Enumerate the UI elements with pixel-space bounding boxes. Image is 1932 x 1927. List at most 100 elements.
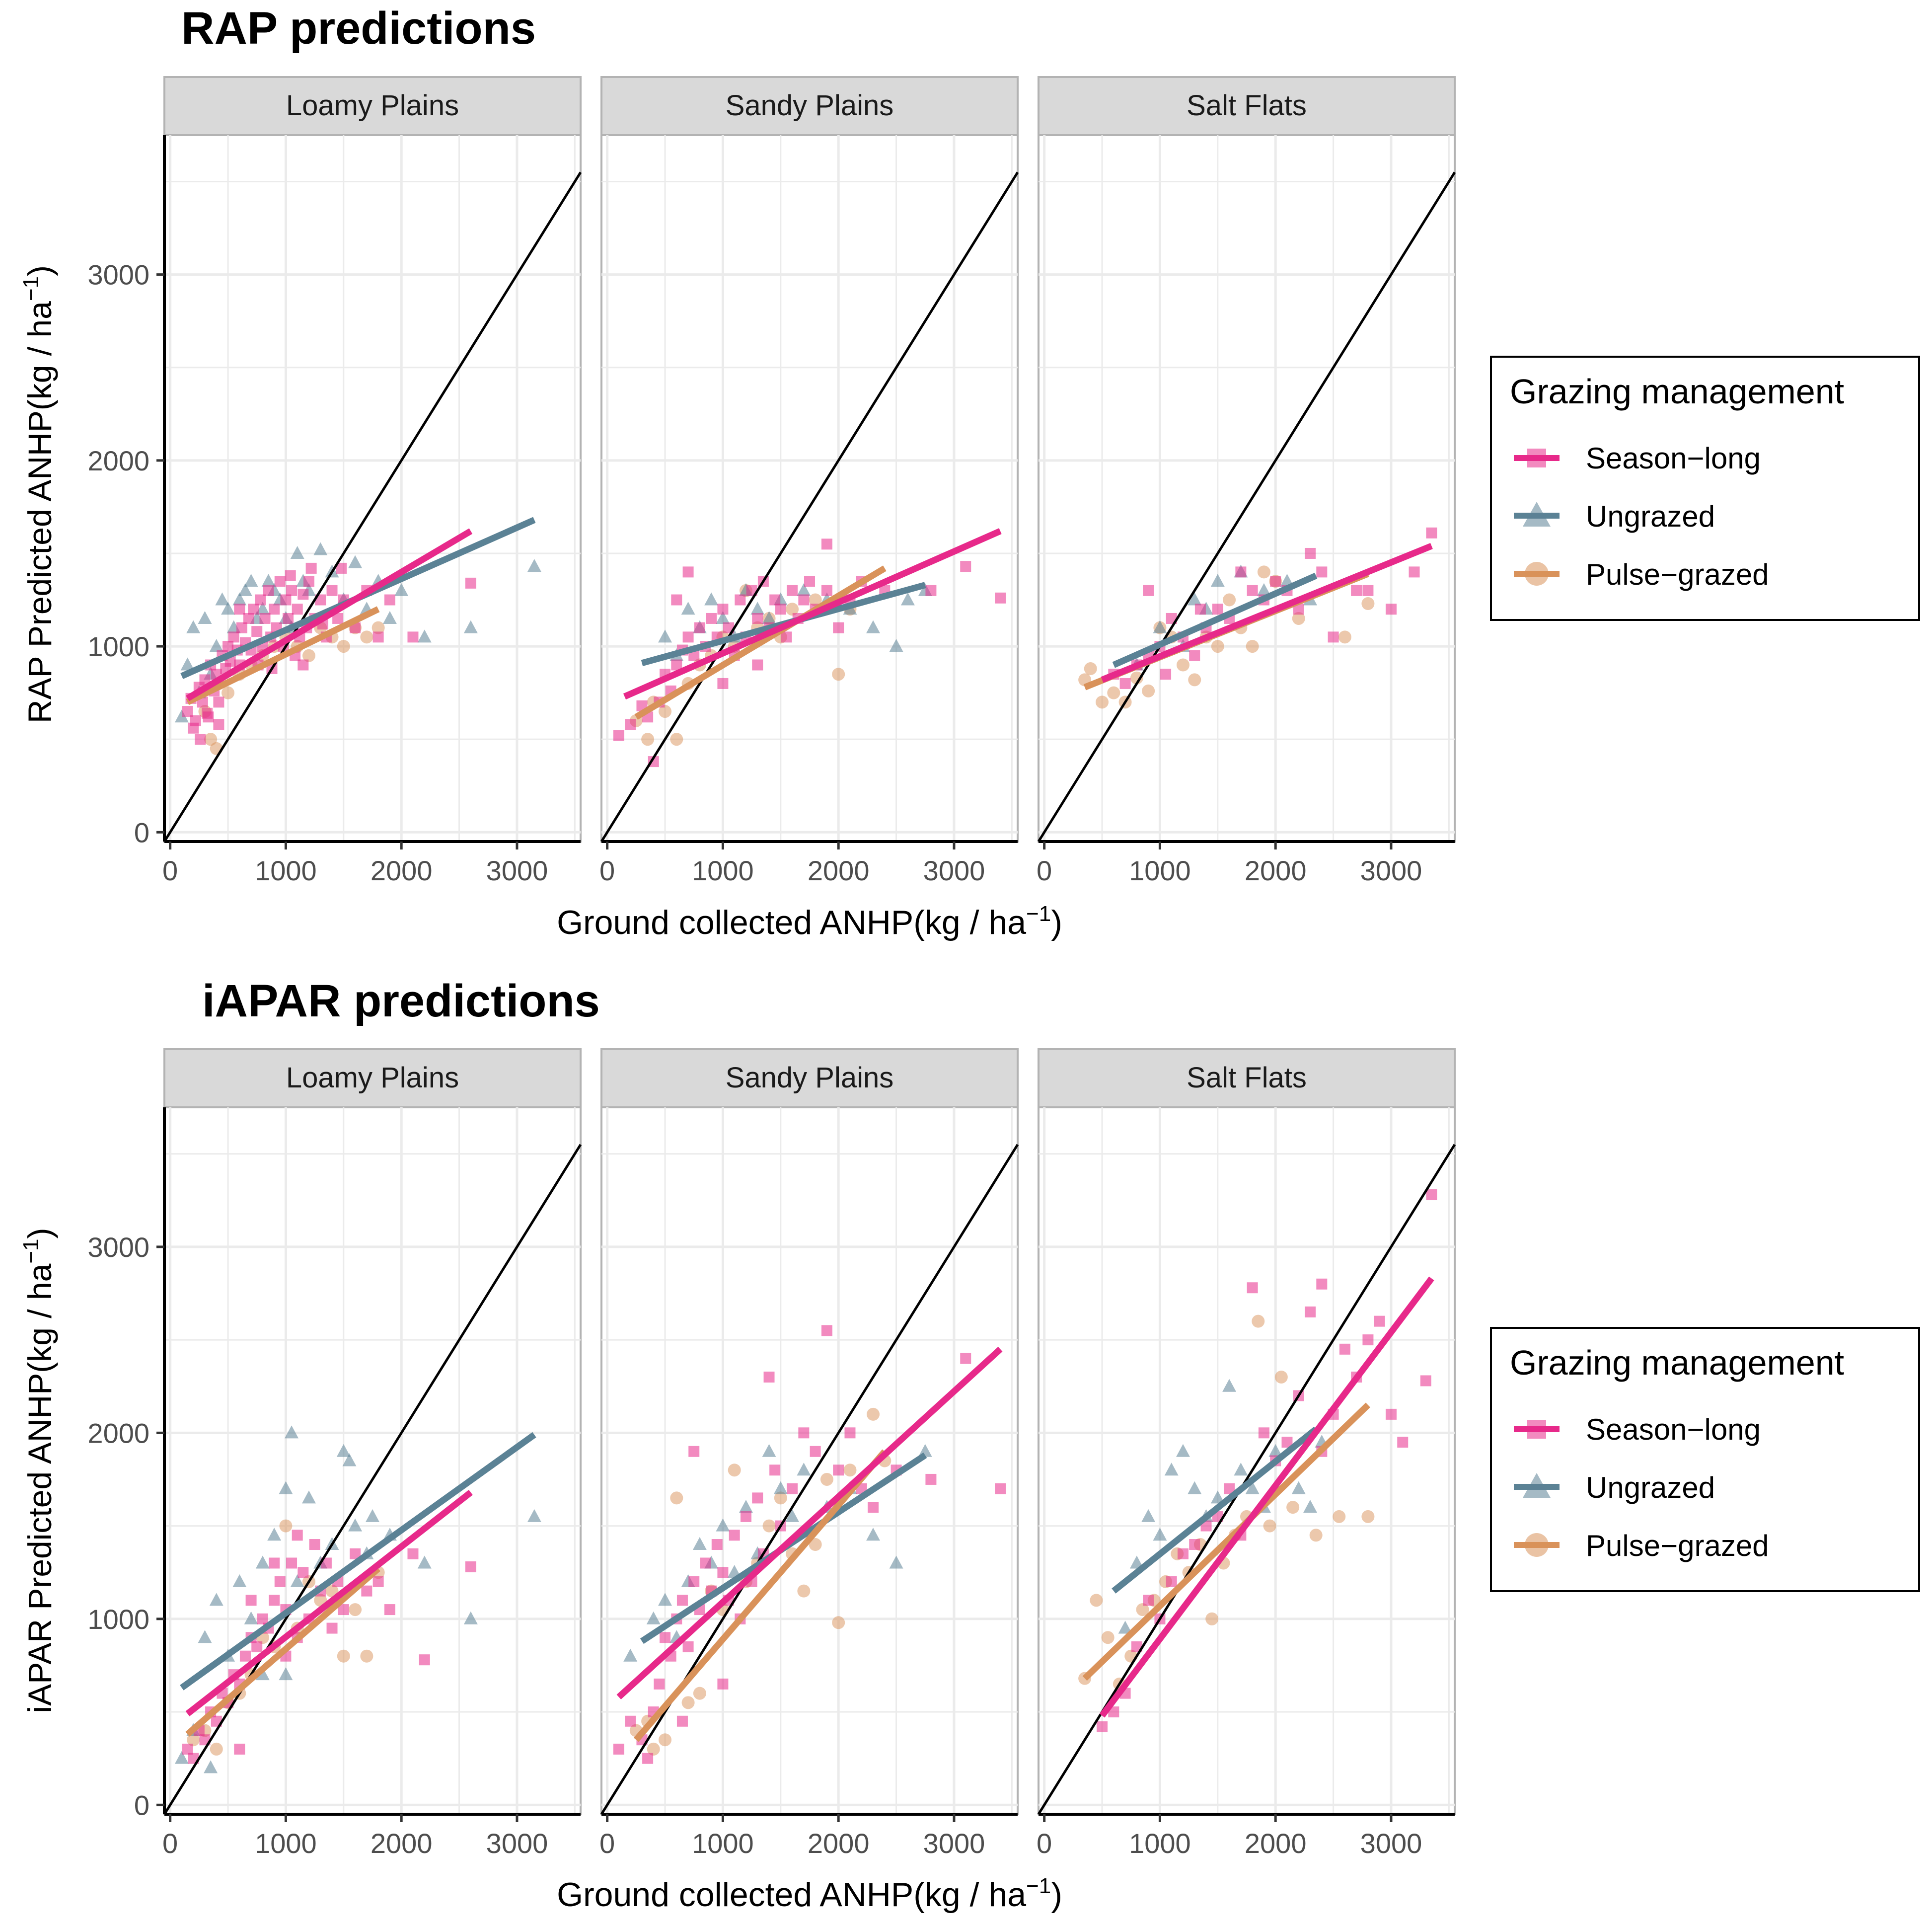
point-season-long: [752, 659, 763, 671]
point-ungrazed: [394, 583, 409, 596]
point-season-long: [407, 631, 419, 643]
point-pulse-grazed: [762, 1519, 776, 1533]
point-season-long: [297, 589, 309, 600]
point-ungrazed: [267, 1528, 282, 1541]
data-marks: [1037, 1144, 1456, 1815]
point-season-long: [1362, 585, 1374, 596]
point-ungrazed: [204, 1760, 218, 1773]
point-season-long: [676, 1595, 688, 1606]
point-season-long: [285, 570, 296, 581]
fit-line-ungrazed: [1112, 1426, 1318, 1594]
point-ungrazed: [463, 620, 478, 633]
point-ungrazed: [866, 1528, 881, 1541]
point-season-long: [338, 1604, 349, 1616]
point-season-long: [188, 722, 199, 734]
point-ungrazed: [1210, 574, 1225, 587]
iapar-y-axis-title: iAPAR Predicted ANHP(kg / ha−1): [19, 1228, 58, 1713]
point-season-long: [1374, 1315, 1385, 1327]
legend-item-pulse-grazed: Pulse−grazed: [1514, 1529, 1769, 1562]
point-ungrazed: [238, 583, 252, 596]
x-tick-label: 2000: [371, 855, 433, 886]
point-season-long: [763, 1371, 775, 1383]
point-season-long: [787, 1483, 798, 1494]
point-season-long: [269, 1595, 280, 1606]
point-season-long: [671, 659, 682, 671]
point-season-long: [676, 1715, 688, 1727]
point-ungrazed: [785, 1509, 800, 1522]
fit-line-ungrazed: [180, 1432, 536, 1691]
point-season-long: [752, 613, 763, 624]
point-season-long: [735, 594, 746, 606]
x-tick-label: 1000: [692, 855, 754, 886]
strip-bg: [600, 76, 1019, 136]
point-pulse-grazed: [809, 593, 822, 607]
point-pulse-grazed: [832, 668, 845, 681]
point-ungrazed: [221, 602, 235, 615]
point-season-long: [798, 1427, 810, 1439]
strip-bg: [600, 1048, 1019, 1108]
y-tick-label: 0: [134, 817, 149, 848]
iapar-panel-saltflats: Salt Flats: [1037, 1048, 1456, 1815]
point-season-long: [1305, 1306, 1316, 1317]
point-ungrazed: [285, 1425, 299, 1439]
point-pulse-grazed: [670, 733, 683, 746]
point-season-long: [1258, 1427, 1269, 1439]
point-pulse-grazed: [1090, 1594, 1103, 1607]
point-season-long: [297, 1567, 309, 1578]
point-pulse-grazed: [1361, 1510, 1375, 1523]
point-ungrazed: [658, 629, 672, 643]
point-season-long: [995, 1483, 1006, 1494]
point-ungrazed: [739, 1500, 753, 1513]
point-ungrazed: [1268, 1444, 1283, 1457]
point-ungrazed: [1141, 1509, 1156, 1522]
point-pulse-grazed: [670, 1491, 683, 1505]
point-pulse-grazed: [1309, 1529, 1323, 1542]
point-season-long: [372, 1576, 384, 1587]
point-pulse-grazed: [1263, 1519, 1276, 1533]
point-season-long: [213, 696, 224, 708]
point-pulse-grazed: [1274, 1370, 1288, 1384]
fit-line-season-long: [616, 1347, 1003, 1699]
point-season-long: [228, 631, 239, 643]
legend-item-ungrazed: Ungrazed: [1514, 1471, 1715, 1504]
y-tick-label: 1000: [87, 1604, 149, 1635]
x-tick-label: 2000: [1245, 855, 1307, 886]
rap-panel-saltflats: Salt Flats: [1037, 76, 1456, 843]
point-pulse-grazed: [1188, 673, 1201, 687]
point-season-long: [269, 1557, 280, 1569]
point-ungrazed: [681, 602, 695, 615]
point-ungrazed: [215, 592, 229, 606]
point-season-long: [292, 604, 303, 615]
point-pulse-grazed: [1176, 658, 1189, 672]
x-tick-label: 0: [1037, 1828, 1052, 1859]
point-ungrazed: [174, 709, 189, 723]
svg-text:Ungrazed: Ungrazed: [1586, 500, 1715, 533]
point-ungrazed: [348, 1518, 363, 1532]
point-ungrazed: [1234, 1463, 1248, 1476]
point-pulse-grazed: [659, 705, 672, 718]
point-season-long: [297, 659, 309, 671]
point-season-long: [182, 706, 193, 717]
panel-bg: [1038, 134, 1456, 843]
legend-title: Grazing management: [1510, 372, 1844, 411]
y-tick-label: 0: [134, 1789, 149, 1821]
point-ungrazed: [342, 1453, 357, 1466]
point-ungrazed: [279, 1667, 293, 1681]
point-season-long: [361, 1585, 372, 1597]
point-season-long: [332, 613, 344, 624]
y-tick-label: 1000: [87, 631, 149, 662]
svg-text:Pulse−grazed: Pulse−grazed: [1586, 558, 1769, 591]
point-season-long: [336, 562, 347, 574]
point-season-long: [717, 678, 729, 689]
reference-line-1to1: [1037, 171, 1456, 843]
point-ungrazed: [1210, 1490, 1225, 1504]
fit-line-season-long: [1101, 542, 1433, 683]
point-ungrazed: [900, 592, 915, 606]
point-season-long: [292, 1530, 303, 1541]
point-ungrazed: [366, 1509, 379, 1522]
point-ungrazed: [889, 639, 903, 652]
point-ungrazed: [692, 1537, 707, 1550]
point-ungrazed: [773, 1481, 788, 1494]
legend-top: Grazing management Season−long Ungrazed …: [1490, 356, 1920, 621]
point-season-long: [706, 613, 717, 624]
